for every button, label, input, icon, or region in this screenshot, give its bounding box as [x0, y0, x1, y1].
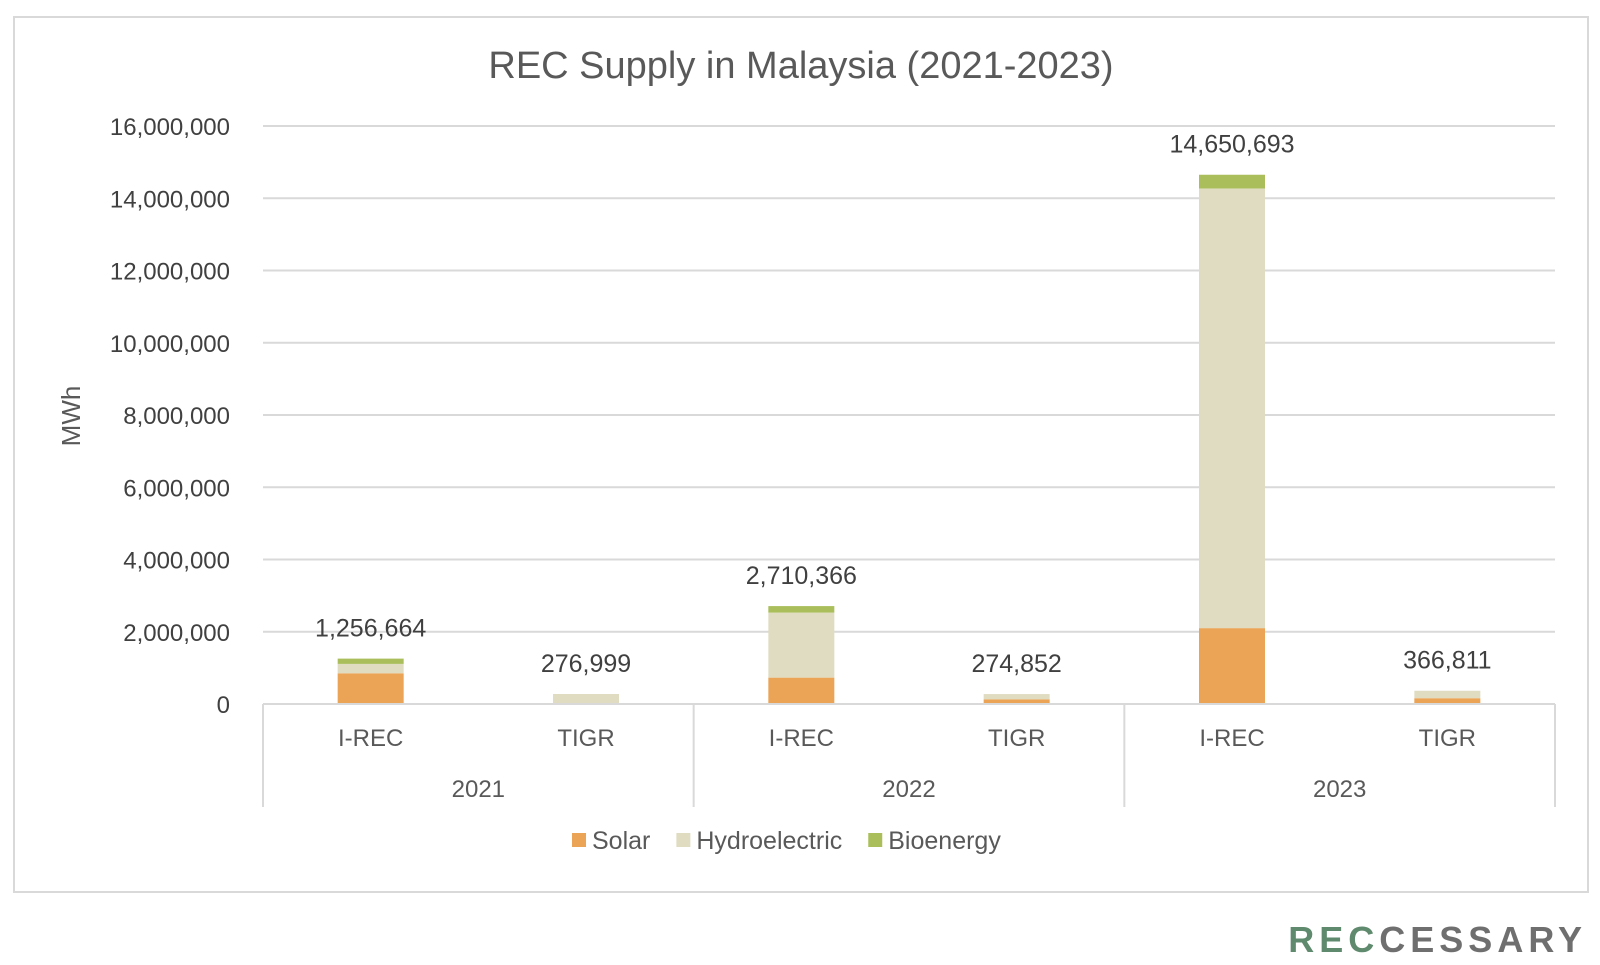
- total-label: 1,256,664: [315, 615, 426, 643]
- logo-text-light: CESSARY: [1379, 919, 1587, 960]
- group-label: 2023: [1313, 776, 1366, 803]
- bar-hydroelectric-1: [337, 663, 404, 674]
- bar-hydroelectric-5: [1199, 188, 1265, 629]
- logo-text-dark: REC: [1288, 919, 1379, 960]
- bar-hydroelectric-6: [1414, 690, 1481, 699]
- x-tick-label: TIGR: [988, 725, 1045, 752]
- legend: Solar Hydroelectric Bioenergy: [572, 827, 1001, 855]
- total-label: 274,852: [971, 650, 1061, 678]
- bar-hydroelectric-2: [553, 693, 619, 704]
- bar-bioenergy-1: [337, 658, 404, 664]
- x-tick-label: TIGR: [557, 725, 614, 752]
- bar-hydroelectric-3: [768, 612, 835, 678]
- total-label: 14,650,693: [1169, 131, 1294, 159]
- bars: [337, 174, 1481, 704]
- total-label: 276,999: [541, 650, 631, 678]
- total-label: 366,811: [1403, 647, 1492, 675]
- x-tick-label: TIGR: [1419, 725, 1476, 752]
- bar-solar-6: [1414, 698, 1481, 704]
- legend-swatch-hydroelectric: [676, 833, 691, 847]
- y-axis-label: MWh: [56, 386, 86, 447]
- x-axis: I-REC TIGR 2021 I-REC TIGR 2022 I-REC TIGR 2023: [262, 703, 1556, 807]
- y-tick-label: 10,000,000: [110, 331, 230, 358]
- gridlines: 0 2,000,000 4,000,000 6,000,000 8,000,000 10,…: [110, 114, 1555, 719]
- y-tick-label: 8,000,000: [123, 403, 230, 430]
- data-labels: 1,256,664 276,999 2,710,366 274,852 14,650,6…: [315, 131, 1492, 678]
- bar-bioenergy-5: [1199, 174, 1265, 189]
- legend-swatch-solar: [572, 833, 586, 847]
- x-tick-label: I-REC: [1199, 725, 1264, 752]
- y-tick-label: 16,000,000: [110, 114, 230, 141]
- x-tick-label: I-REC: [338, 725, 403, 752]
- x-tick-label: I-REC: [769, 725, 834, 752]
- legend-swatch-bioenergy: [868, 833, 883, 847]
- reccessary-logo: RECCESSARY: [1288, 919, 1587, 960]
- bar-solar-3: [768, 677, 835, 704]
- y-tick-label: 4,000,000: [123, 548, 230, 575]
- y-tick-label: 14,000,000: [110, 186, 230, 213]
- y-tick-label: 6,000,000: [123, 475, 230, 502]
- group-label: 2022: [882, 776, 935, 803]
- total-label: 2,710,366: [746, 562, 857, 590]
- bar-bioenergy-3: [768, 606, 835, 613]
- chart-title: REC Supply in Malaysia (2021-2023): [488, 45, 1113, 87]
- legend-label-bioenergy: Bioenergy: [888, 827, 1001, 855]
- legend-label-hydroelectric: Hydroelectric: [696, 827, 842, 855]
- y-tick-label: 2,000,000: [123, 620, 230, 647]
- legend-label-solar: Solar: [592, 827, 650, 855]
- group-label: 2021: [452, 776, 505, 803]
- chart-area: [13, 16, 1589, 893]
- y-tick-label: 12,000,000: [110, 259, 230, 286]
- bar-hydroelectric-4: [983, 694, 1050, 700]
- y-tick-label: 0: [217, 692, 230, 719]
- bar-solar-5: [1199, 628, 1265, 704]
- bar-solar-4: [983, 699, 1050, 704]
- bar-solar-1: [337, 673, 404, 704]
